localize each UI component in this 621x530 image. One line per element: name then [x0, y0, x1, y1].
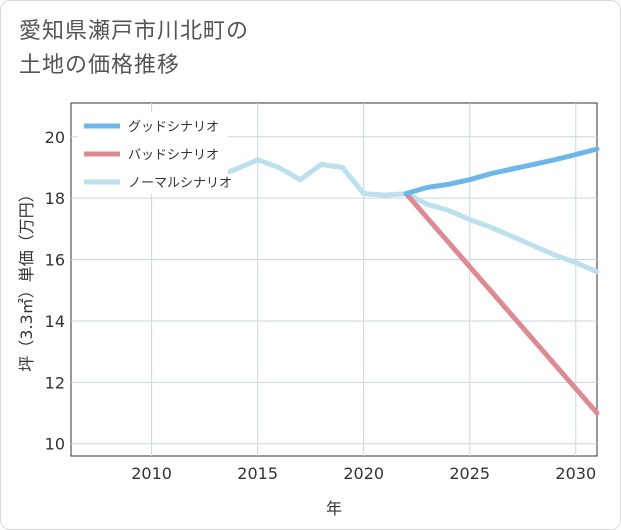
y-tick-label: 10 — [45, 435, 65, 454]
chart-title-line-2: 土地の価格推移 — [19, 53, 181, 78]
chart-title-line-1: 愛知県瀬戸市川北町の — [19, 19, 250, 44]
legend-label-2: ノーマルシナリオ — [128, 176, 232, 191]
y-tick-label: 20 — [45, 128, 65, 147]
y-tick-label: 18 — [45, 189, 65, 208]
series-line-0 — [403, 146, 600, 197]
series-line-1 — [403, 191, 600, 416]
y-tick-label: 12 — [45, 373, 65, 392]
x-tick-label: 2025 — [449, 464, 490, 483]
legend-label-0: グッドシナリオ — [128, 120, 219, 135]
y-axis-label: 坪（3.3㎡）単価（万円） — [17, 186, 36, 371]
legend-label-1: バッドシナリオ — [128, 148, 219, 163]
gridlines — [71, 103, 597, 456]
y-tick-label: 14 — [45, 312, 65, 331]
x-tick-label: 2030 — [555, 464, 596, 483]
x-tick-label: 2015 — [237, 464, 278, 483]
tick-labels: 2010 2015 2020 2025 2030 10 12 14 16 18 20 — [45, 128, 597, 483]
x-tick-label: 2020 — [343, 464, 384, 483]
x-axis-label: 年 — [326, 499, 342, 518]
y-tick-label: 16 — [45, 251, 65, 270]
chart-title: 愛知県瀬戸市川北町の 土地の価格推移 — [19, 15, 249, 83]
x-tick-label: 2010 — [131, 464, 172, 483]
